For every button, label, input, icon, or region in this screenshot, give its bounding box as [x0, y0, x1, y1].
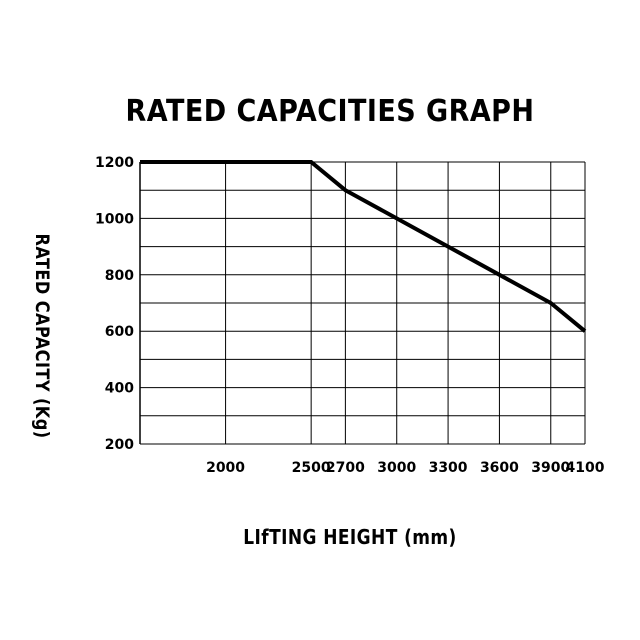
x-tick-label: 3600: [480, 460, 519, 476]
x-tick-label: 3000: [377, 460, 416, 476]
x-tick-label: 2000: [206, 460, 245, 476]
y-tick-label: 400: [105, 381, 134, 397]
capacity-line: [140, 160, 587, 333]
y-tick-label: 1200: [95, 155, 134, 171]
x-axis-label: LIfTING HEIGHT (mm): [243, 525, 457, 549]
y-tick-label: 1000: [95, 211, 134, 227]
x-tick-label: 2500: [292, 460, 331, 476]
y-axis-label: RATED CAPACITY (Kg): [31, 233, 53, 439]
grid-layer: [139, 161, 586, 445]
series-layer: [140, 160, 587, 333]
x-tick-label: 3900: [531, 460, 570, 476]
y-tick-label: 200: [105, 437, 134, 453]
x-tick-label: 3300: [429, 460, 468, 476]
x-tick-label: 4100: [566, 460, 605, 476]
y-tick-label: 800: [105, 268, 134, 284]
chart-title: RATED CAPACITIES GRAPH: [125, 94, 535, 129]
x-tick-label: 2700: [326, 460, 365, 476]
y-tick-label: 600: [105, 324, 134, 340]
